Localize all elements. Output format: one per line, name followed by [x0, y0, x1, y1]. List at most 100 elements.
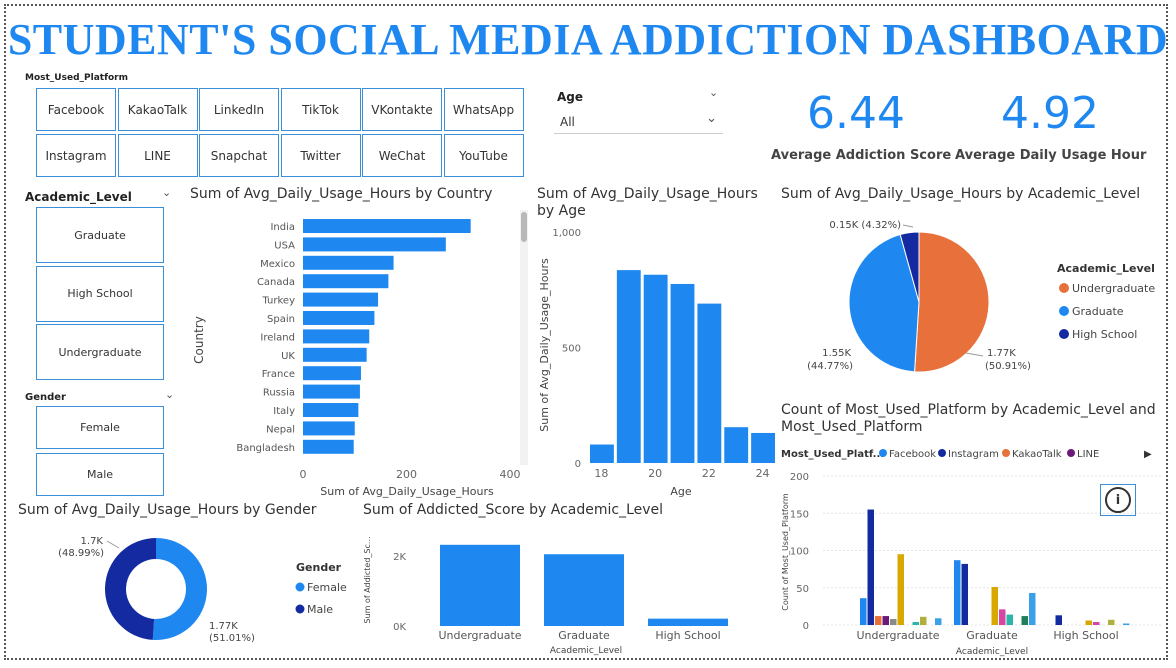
country-label: Ireland	[260, 332, 295, 343]
platform-tile-line[interactable]: LINE	[117, 134, 198, 177]
platform-legend-label: LINE	[1077, 449, 1099, 460]
platform-tile-youtube[interactable]: YouTube	[443, 134, 524, 177]
academic-legend-title: Academic_Level	[1057, 262, 1155, 275]
legend-marker	[1059, 283, 1069, 293]
country-bar	[303, 311, 375, 325]
country-label: Italy	[273, 406, 295, 417]
country-xlabel: Sum of Avg_Daily_Usage_Hours	[320, 485, 494, 498]
age-xtick: 24	[756, 467, 770, 480]
addicted-xtick: Graduate	[558, 629, 610, 642]
academic-legend-label: High School	[1072, 328, 1137, 341]
age-xtick: 20	[648, 467, 662, 480]
age-dropdown-value: All	[560, 115, 575, 129]
platform-ylabel: Count of Most_Used_Platform	[781, 493, 790, 611]
addicted-bar-chart: Undergraduate Graduate High School 0K 2K Acad…	[363, 536, 728, 656]
scrollbar-track[interactable]	[520, 210, 528, 465]
gender-tile-female[interactable]: Female	[36, 406, 164, 449]
platform-tile-whatsapp[interactable]: WhatsApp	[443, 88, 524, 131]
country-bar	[303, 403, 359, 417]
legend-marker	[1002, 449, 1010, 457]
country-bar	[303, 347, 367, 362]
platform-bar	[1108, 619, 1115, 625]
chevron-down-icon[interactable]: ⌄	[162, 186, 172, 199]
country-chart-title: Sum of Avg_Daily_Usage_Hours by Country	[190, 186, 493, 202]
platform-tile-instagram[interactable]: Instagram	[36, 134, 116, 177]
platform-xlabel: Academic_Level	[956, 647, 1028, 657]
addiction-kpi-value: 6.44	[807, 88, 905, 139]
platform-bar	[961, 563, 968, 625]
platform-tile-linkedin[interactable]: LinkedIn	[199, 88, 279, 131]
platform-tile-snapchat[interactable]: Snapchat	[199, 134, 279, 177]
dashboard-frame	[4, 4, 1168, 660]
gender-legend-title: Gender	[296, 561, 342, 574]
platform-tile-facebook[interactable]: Facebook	[36, 88, 116, 131]
platform-legend-title: Most_Used_Platf...	[781, 449, 884, 460]
platform-tile-tiktok[interactable]: TikTok	[280, 88, 361, 131]
academic-pie-slice	[914, 231, 990, 373]
platform-legend-label: KakaoTalk	[1012, 449, 1062, 460]
legend-marker	[295, 582, 305, 592]
age-bar	[751, 432, 775, 463]
platform-slicer-label: Most_Used_Platform	[25, 73, 128, 83]
chevron-down-icon[interactable]: ⌄	[709, 86, 719, 99]
country-tick: 400	[500, 468, 521, 481]
country-bar	[303, 421, 355, 436]
age-slicer-label: Age	[557, 90, 584, 104]
country-bar	[303, 237, 446, 252]
academic-tile-graduate[interactable]: Graduate	[36, 207, 164, 263]
platform-tile-vkontakte[interactable]: VKontakte	[362, 88, 442, 131]
country-bar	[303, 366, 361, 381]
usage-kpi-value: 4.92	[1001, 88, 1099, 139]
age-bar	[697, 303, 722, 463]
donut-pct-label: (48.99%)	[58, 548, 104, 559]
legend-marker	[1059, 306, 1069, 316]
age-xtick: 18	[594, 467, 608, 480]
info-icon: i	[1105, 487, 1131, 513]
platform-tile-twitter[interactable]: Twitter	[280, 134, 361, 177]
addicted-ytick: 0K	[393, 622, 406, 633]
chevron-down-icon[interactable]: ⌄	[165, 388, 175, 401]
donut-value-label: 1.7K	[81, 536, 104, 547]
age-ylabel: Sum of Avg_Daily_Usage_Hours	[538, 258, 551, 432]
dashboard-title: STUDENT'S SOCIAL MEDIA ADDICTION DASHBOA…	[7, 15, 1169, 64]
gender-donut-slice	[104, 538, 156, 640]
pie-value-label: 1.55K	[822, 348, 851, 359]
country-ylabel: Country	[192, 316, 206, 364]
gender-donut-chart: 1.77K(51.01%) 1.7K(48.99%) Gender Female Mal…	[58, 536, 347, 644]
addicted-bar	[440, 544, 520, 626]
gender-tile-male[interactable]: Male	[36, 453, 164, 496]
addicted-xtick: Undergraduate	[438, 629, 521, 642]
academic-tile-high-school[interactable]: High School	[36, 265, 164, 322]
platform-ytick: 150	[790, 509, 809, 520]
country-label: India	[270, 222, 295, 233]
age-chart-title: Sum of Avg_Daily_Usage_Hours by Age	[537, 186, 758, 219]
platform-bar-chart: Most_Used_Platf... Facebook Instagram Kakao…	[781, 449, 1163, 657]
academic-tile-undergraduate[interactable]: Undergraduate	[36, 324, 164, 380]
platform-tile-wechat[interactable]: WeChat	[362, 134, 442, 177]
platform-bar	[860, 598, 867, 625]
platform-bar	[890, 619, 897, 625]
platform-tile-kakaotalk[interactable]: KakaoTalk	[117, 88, 198, 131]
platform-bar	[991, 587, 998, 625]
platform-xtick: High School	[1053, 629, 1118, 642]
platform-legend-label: Facebook	[889, 449, 936, 460]
info-button[interactable]: i	[1100, 484, 1136, 516]
donut-leader-line	[106, 540, 120, 549]
age-ytick: 0	[575, 459, 581, 470]
scrollbar-thumb[interactable]	[521, 212, 527, 242]
academic-pie-chart: 1.77K (50.91%) 1.55K (44.77%) 0.15K (4.32%) A…	[807, 220, 1155, 373]
platform-bar	[1021, 616, 1028, 625]
addicted-chart-title: Sum of Addicted_Score by Academic_Level	[363, 502, 664, 518]
platform-xtick: Graduate	[966, 629, 1018, 642]
gender-chart-title: Sum of Avg_Daily_Usage_Hours by Gender	[18, 502, 317, 518]
academic-pie-slice	[848, 233, 920, 373]
age-dropdown[interactable]: All ⌄	[554, 109, 723, 134]
donut-value-label: 1.77K	[209, 621, 238, 632]
platform-bar	[1029, 592, 1036, 625]
academic-slicer-label: Academic_Level	[25, 190, 132, 204]
country-bar	[303, 384, 360, 399]
platform-ytick: 200	[790, 472, 809, 483]
country-tick: 200	[396, 468, 417, 481]
country-label: France	[262, 369, 295, 380]
legend-next-icon: ▶	[1144, 449, 1152, 460]
